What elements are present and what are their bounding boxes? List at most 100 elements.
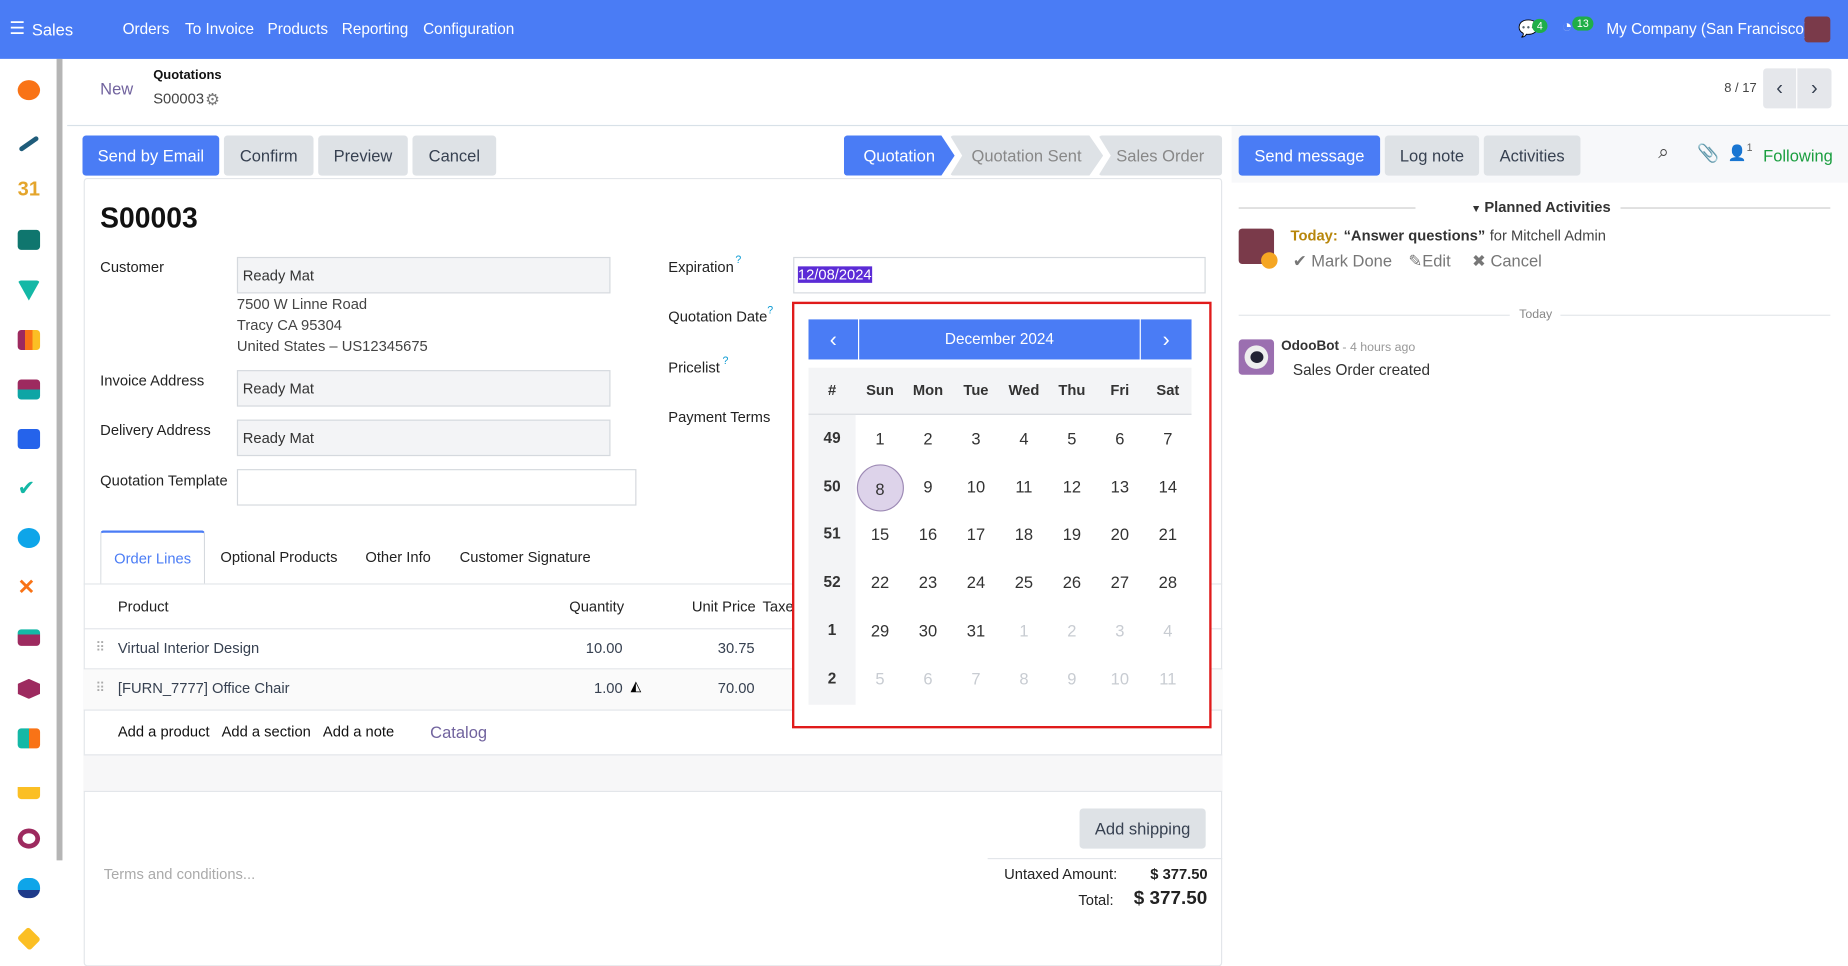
- planned-activities-toggle[interactable]: ▼ Planned Activities: [1471, 199, 1611, 215]
- pager-previous-button[interactable]: ‹: [1763, 68, 1797, 109]
- discuss-app-icon[interactable]: [17, 80, 41, 101]
- calendar-day[interactable]: 1: [1019, 620, 1029, 640]
- add-section-link[interactable]: Add a section: [221, 723, 311, 741]
- col-unit-price[interactable]: Unit Price: [691, 598, 756, 616]
- calendar-day[interactable]: 31: [966, 620, 986, 640]
- pager-value[interactable]: 8 / 17: [1724, 81, 1757, 96]
- calendar-day[interactable]: 9: [923, 476, 933, 496]
- calendar-day[interactable]: 10: [966, 476, 986, 496]
- preview-button[interactable]: Preview: [318, 135, 408, 176]
- add-product-link[interactable]: Add a product: [117, 723, 210, 741]
- calendar-day[interactable]: 15: [870, 524, 890, 544]
- calendar-day[interactable]: 7: [971, 668, 981, 688]
- search-icon[interactable]: ⌕: [1658, 142, 1669, 163]
- tab-optional-products[interactable]: Optional Products: [220, 549, 338, 566]
- employees-app-icon[interactable]: [17, 779, 41, 800]
- send-by-email-button[interactable]: Send by Email: [82, 135, 220, 176]
- calendar-day[interactable]: 14: [1158, 476, 1178, 496]
- project-app-icon[interactable]: ✔: [17, 476, 36, 500]
- cancel-activity-button[interactable]: ✖ Cancel: [1472, 251, 1542, 271]
- follower-icon[interactable]: 👤: [1727, 143, 1747, 162]
- paperclip-icon[interactable]: 📎: [1697, 143, 1720, 164]
- expiration-help-icon[interactable]: ?: [735, 253, 742, 266]
- stage-quotation[interactable]: Quotation: [843, 135, 955, 176]
- fleet-app-icon[interactable]: [17, 828, 41, 849]
- calendar-day[interactable]: 6: [923, 668, 933, 688]
- calendar-day[interactable]: 24: [966, 572, 986, 592]
- calendar-day[interactable]: 23: [918, 572, 938, 592]
- crm-app-icon[interactable]: [17, 280, 41, 301]
- catalog-button[interactable]: Catalog: [430, 722, 488, 742]
- manufacturing-app-icon[interactable]: [17, 728, 41, 749]
- sales-app-icon[interactable]: [17, 329, 41, 351]
- calendar-day[interactable]: 29: [870, 620, 890, 640]
- contacts-app-icon[interactable]: [17, 229, 41, 250]
- app-name[interactable]: Sales: [31, 20, 74, 39]
- calendar-day[interactable]: 5: [1067, 428, 1077, 448]
- calendar-day[interactable]: 4: [1163, 620, 1173, 640]
- col-quantity[interactable]: Quantity: [569, 598, 625, 616]
- calendar-day[interactable]: 30: [918, 620, 938, 640]
- next-month-button[interactable]: ›: [1140, 319, 1192, 360]
- calendar-day[interactable]: 6: [1115, 428, 1125, 448]
- calendar-day[interactable]: 2: [923, 428, 933, 448]
- mark-done-button[interactable]: ✔ Mark Done: [1293, 251, 1392, 271]
- quotation-date-help-icon[interactable]: ?: [767, 304, 774, 316]
- confirm-button[interactable]: Confirm: [223, 135, 314, 176]
- quotation-template-field[interactable]: [236, 469, 637, 506]
- menu-configuration[interactable]: Configuration: [423, 20, 515, 38]
- new-button[interactable]: New: [100, 78, 134, 98]
- calendar-day[interactable]: 25: [1014, 572, 1034, 592]
- tab-other-info[interactable]: Other Info: [365, 549, 431, 566]
- website-app-icon[interactable]: [17, 527, 41, 549]
- calendar-day[interactable]: 1: [875, 428, 885, 448]
- message-author[interactable]: OdooBot: [1281, 339, 1340, 354]
- calendar-day[interactable]: 3: [1115, 620, 1125, 640]
- send-message-button[interactable]: Send message: [1238, 135, 1381, 176]
- menu-icon[interactable]: ☰: [9, 18, 26, 39]
- delivery-address-field[interactable]: Ready Mat: [236, 419, 611, 457]
- calendar-day[interactable]: 11: [1159, 668, 1177, 688]
- breadcrumb-quotations[interactable]: Quotations: [153, 68, 222, 83]
- calendar-day[interactable]: 2: [1067, 620, 1077, 640]
- pager-next-button[interactable]: ›: [1797, 68, 1832, 109]
- calendar-day[interactable]: 8: [1019, 668, 1029, 688]
- calendar-day[interactable]: 28: [1158, 572, 1178, 592]
- calendar-day[interactable]: 22: [870, 572, 890, 592]
- calendar-day[interactable]: 4: [1019, 428, 1029, 448]
- edit-activity-button[interactable]: ✎Edit: [1408, 251, 1450, 271]
- company-switcher[interactable]: My Company (San Francisco): [1606, 20, 1810, 38]
- menu-products[interactable]: Products: [267, 20, 329, 38]
- drag-handle-icon[interactable]: ⠿: [95, 641, 105, 656]
- invoice-address-field[interactable]: Ready Mat: [236, 370, 611, 407]
- calendar-day[interactable]: 3: [971, 428, 981, 448]
- calendar-day[interactable]: 13: [1110, 476, 1130, 496]
- add-shipping-button[interactable]: Add shipping: [1079, 808, 1206, 849]
- drag-handle-icon[interactable]: ⠿: [95, 681, 105, 696]
- activities-button[interactable]: Activities: [1483, 135, 1581, 176]
- stage-quotation-sent[interactable]: Quotation Sent: [949, 135, 1104, 176]
- pricelist-help-icon[interactable]: ?: [722, 354, 729, 367]
- invoicing-app-icon[interactable]: [17, 428, 41, 450]
- following-button[interactable]: Following: [1763, 146, 1833, 165]
- stage-sales-order[interactable]: Sales Order: [1098, 135, 1223, 176]
- calendar-day[interactable]: 17: [966, 524, 986, 544]
- calendar-day[interactable]: 27: [1110, 572, 1130, 592]
- forecast-chart-icon[interactable]: ◭: [630, 677, 642, 695]
- terms-input[interactable]: Terms and conditions...: [103, 866, 256, 883]
- calendar-day[interactable]: 11: [1015, 476, 1033, 496]
- selected-day[interactable]: 8: [856, 463, 904, 512]
- month-label[interactable]: December 2024: [859, 319, 1140, 360]
- inventory-app-icon[interactable]: [17, 678, 41, 699]
- tab-customer-signature[interactable]: Customer Signature: [459, 549, 591, 566]
- dashboards-app-icon[interactable]: [17, 379, 41, 400]
- log-note-button[interactable]: Log note: [1384, 135, 1480, 176]
- calendar-day[interactable]: 20: [1110, 524, 1130, 544]
- cancel-button[interactable]: Cancel: [412, 135, 497, 176]
- expiration-field[interactable]: 12/08/2024: [793, 256, 1206, 294]
- calendar-day[interactable]: 5: [875, 668, 885, 688]
- payroll-app-icon[interactable]: [17, 878, 41, 899]
- menu-reporting[interactable]: Reporting: [341, 20, 409, 38]
- calendar-day[interactable]: 9: [1067, 668, 1077, 688]
- calendar-day[interactable]: 7: [1163, 428, 1173, 448]
